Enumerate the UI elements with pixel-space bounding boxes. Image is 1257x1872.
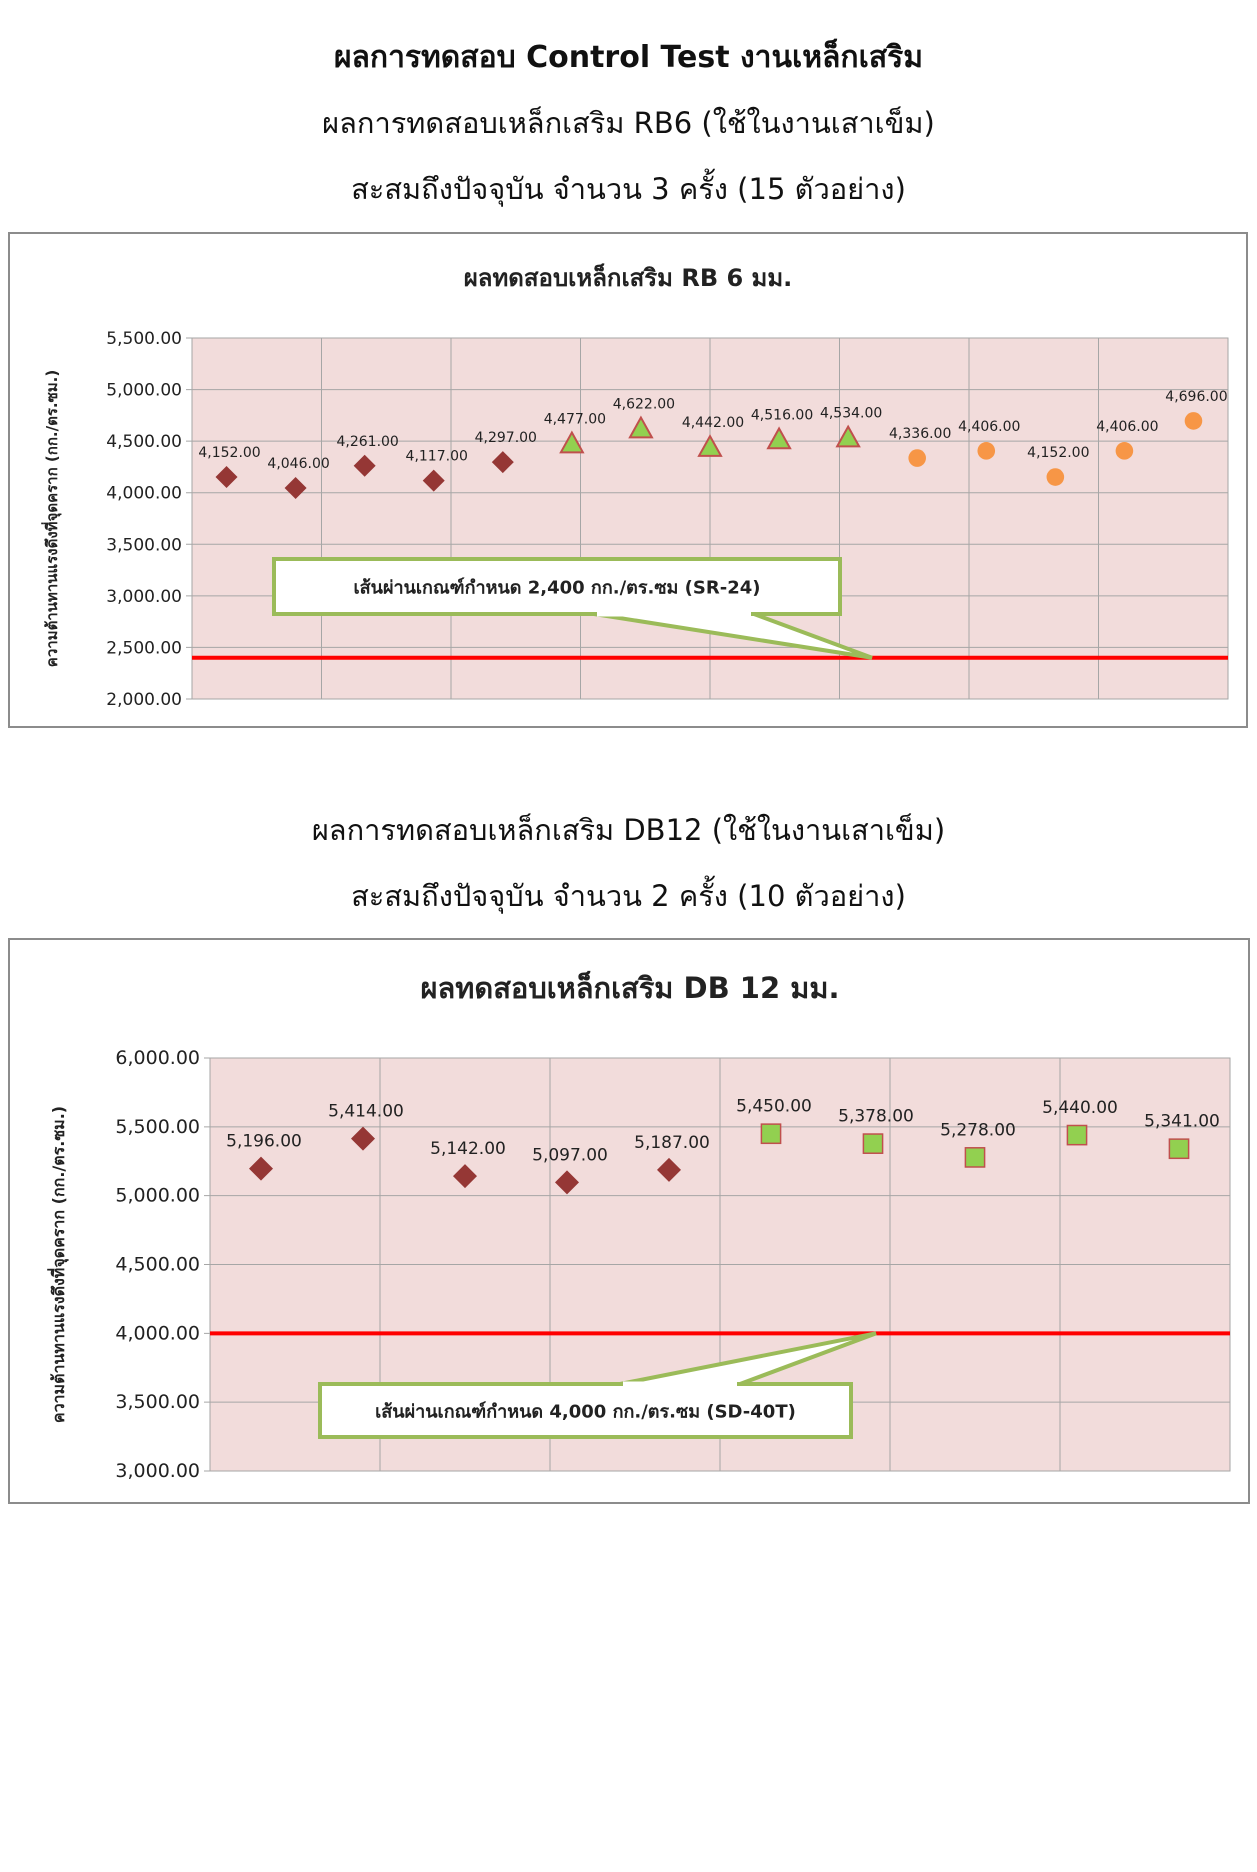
y-tick-label: 3,500.00 bbox=[106, 535, 182, 555]
y-tick-label: 3,000.00 bbox=[106, 587, 182, 607]
data-label: 5,097.00 bbox=[532, 1145, 608, 1165]
data-label: 5,341.00 bbox=[1144, 1112, 1220, 1132]
data-label: 5,278.00 bbox=[940, 1120, 1016, 1140]
data-label: 4,696.00 bbox=[1165, 389, 1227, 405]
data-label: 4,477.00 bbox=[544, 412, 606, 428]
data-point-diamond bbox=[215, 466, 238, 489]
data-point-triangle bbox=[835, 424, 861, 448]
data-label: 4,046.00 bbox=[267, 456, 329, 472]
data-label: 4,516.00 bbox=[751, 407, 813, 423]
y-tick-label: 3,500.00 bbox=[115, 1391, 200, 1413]
y-tick-label: 5,000.00 bbox=[106, 381, 182, 401]
y-tick-label: 6,000.00 bbox=[115, 1047, 200, 1069]
db12-chart: ผลทดสอบเหล็กเสริม DB 12 มม. 6,000.00 5,500… bbox=[8, 938, 1250, 1504]
rb6-subtitle: ผลการทดสอบเหล็กเสริม RB6 (ใช้ในงานเสาเข็… bbox=[322, 106, 935, 140]
y-tick-label: 4,000.00 bbox=[115, 1322, 200, 1344]
data-point-square bbox=[760, 1123, 782, 1145]
data-label: 5,187.00 bbox=[634, 1133, 710, 1153]
data-point-diamond bbox=[351, 1126, 375, 1151]
annotation-text: เส้นผ่านเกณฑ์กำหนด 2,400 กก./ตร.ซม (SR-2… bbox=[354, 577, 761, 599]
page-title: ผลการทดสอบ Control Test งานเหล็กเสริม bbox=[333, 40, 924, 75]
data-point-triangle bbox=[559, 430, 585, 454]
data-point-diamond bbox=[422, 469, 445, 492]
chart-title: ผลทดสอบเหล็กเสริม DB 12 มม. bbox=[421, 970, 840, 1005]
y-tick-label: 2,500.00 bbox=[106, 638, 182, 658]
data-label: 4,336.00 bbox=[889, 426, 951, 442]
data-point-circle bbox=[977, 442, 996, 460]
y-tick-label: 5,000.00 bbox=[115, 1185, 200, 1207]
data-point-square bbox=[862, 1133, 884, 1154]
data-point-triangle bbox=[628, 415, 654, 439]
data-label: 4,622.00 bbox=[613, 397, 675, 413]
data-label: 4,152.00 bbox=[1027, 445, 1089, 461]
data-label: 4,534.00 bbox=[820, 406, 882, 422]
data-point-diamond bbox=[249, 1156, 273, 1181]
data-label: 5,378.00 bbox=[838, 1107, 914, 1127]
data-label: 4,442.00 bbox=[682, 415, 744, 431]
y-tick-label: 4,500.00 bbox=[115, 1254, 200, 1276]
db12-chart-svg: ผลทดสอบเหล็กเสริม DB 12 มม. 6,000.00 5,500… bbox=[47, 970, 1231, 1482]
annotation-text: เส้นผ่านเกณฑ์กำหนด 4,000 กก./ตร.ซม (SD-4… bbox=[375, 1401, 796, 1423]
data-point-circle bbox=[908, 449, 926, 467]
data-point-triangle bbox=[766, 426, 792, 450]
data-point-diamond bbox=[453, 1164, 477, 1189]
y-tick-label: 3,000.00 bbox=[115, 1460, 200, 1482]
data-label: 5,196.00 bbox=[226, 1132, 302, 1152]
data-label: 4,406.00 bbox=[1096, 419, 1158, 435]
data-label: 5,414.00 bbox=[328, 1102, 404, 1122]
data-point-triangle bbox=[697, 434, 723, 457]
chart-title: ผลทดสอบเหล็กเสริม RB 6 มม. bbox=[464, 263, 793, 292]
rb6-chart: ผลทดสอบเหล็กเสริม RB 6 มม. 5,500.00 5,000.… bbox=[8, 232, 1248, 728]
y-axis-label: ความต้านทานแรงดึงที่จุดคราก (กก./ตร.ซม.) bbox=[47, 1106, 69, 1423]
y-tick-label: 5,500.00 bbox=[106, 329, 182, 349]
data-point-diamond bbox=[657, 1157, 681, 1182]
data-point-square bbox=[964, 1147, 986, 1168]
data-label: 5,142.00 bbox=[430, 1139, 506, 1159]
y-tick-label: 5,500.00 bbox=[115, 1116, 200, 1138]
data-point-square bbox=[1168, 1138, 1190, 1160]
db12-sample-count: สะสมถึงปัจจุบัน จำนวน 2 ครั้ง (10 ตัวอย่… bbox=[351, 879, 906, 913]
y-axis-label: ความต้านทานแรงดึงที่จุดคราก (กก./ตร.ซม.) bbox=[41, 370, 62, 667]
data-point-diamond bbox=[353, 454, 376, 477]
data-label: 5,450.00 bbox=[736, 1097, 812, 1117]
data-point-square bbox=[1066, 1124, 1088, 1146]
rb6-chart-svg: ผลทดสอบเหล็กเสริม RB 6 มม. 5,500.00 5,000.… bbox=[41, 263, 1229, 710]
y-tick-label: 4,500.00 bbox=[106, 432, 182, 452]
annotation-box bbox=[318, 1382, 853, 1439]
y-tick-label: 4,000.00 bbox=[106, 484, 182, 504]
annotation-box bbox=[272, 557, 842, 616]
data-label: 4,261.00 bbox=[336, 434, 398, 450]
data-point-diamond bbox=[491, 451, 514, 474]
data-label: 5,440.00 bbox=[1042, 1098, 1118, 1118]
y-tick-label: 2,000.00 bbox=[106, 690, 182, 710]
data-label: 4,117.00 bbox=[406, 449, 468, 465]
data-point-circle bbox=[1046, 468, 1065, 486]
data-point-diamond bbox=[555, 1170, 579, 1195]
data-point-circle bbox=[1184, 412, 1203, 430]
db12-subtitle: ผลการทดสอบเหล็กเสริม DB12 (ใช้ในงานเสาเข… bbox=[311, 813, 946, 847]
rb6-sample-count: สะสมถึงปัจจุบัน จำนวน 3 ครั้ง (15 ตัวอย่… bbox=[351, 172, 906, 206]
data-label: 4,152.00 bbox=[198, 445, 260, 461]
data-label: 4,297.00 bbox=[475, 430, 537, 446]
data-point-diamond bbox=[284, 476, 307, 499]
data-label: 4,406.00 bbox=[958, 419, 1020, 435]
data-point-circle bbox=[1115, 442, 1134, 460]
